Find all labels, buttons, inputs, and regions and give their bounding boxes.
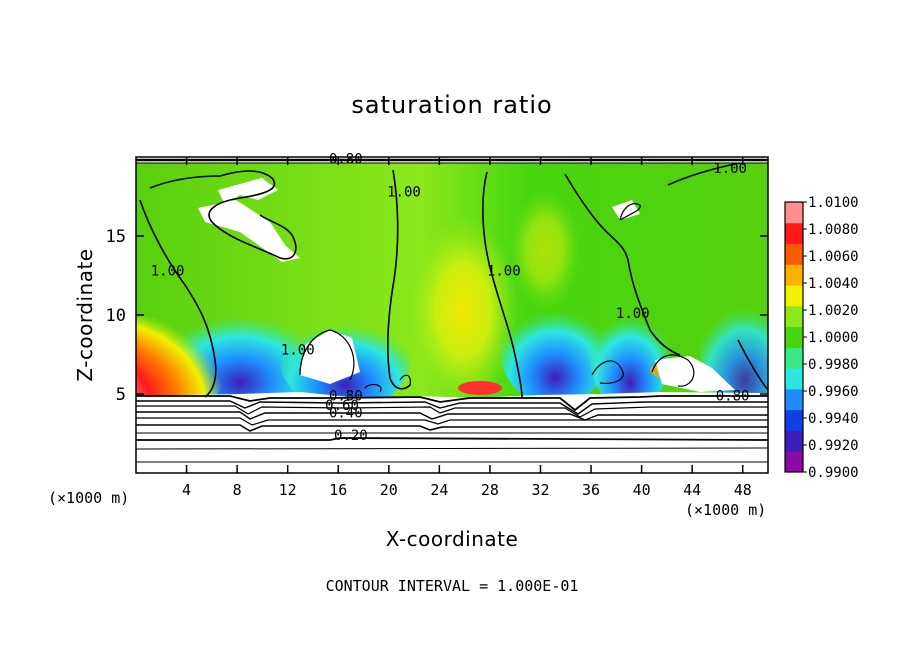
contour-label: 0.80 [329, 151, 363, 167]
contour-label: 1.00 [151, 264, 185, 280]
contour-labels: 0.801.001.001.001.001.000.800.600.400.20… [151, 151, 750, 444]
colorbar-segment [785, 264, 803, 286]
x-tick-label: 32 [531, 481, 549, 499]
colorbar-segment [785, 326, 803, 348]
colorbar-segment [785, 451, 803, 473]
x-tick-label: 44 [683, 481, 701, 499]
x-tick-label: 28 [481, 481, 499, 499]
contour-label: 1.00 [387, 185, 421, 201]
y-axis-ticks: 5 10 15 [106, 227, 768, 405]
y-tick-label: 10 [106, 306, 126, 326]
colorbar-label: 0.9940 [808, 411, 859, 427]
colorbar-segment [785, 368, 803, 390]
x-tick-label: 20 [380, 481, 398, 499]
contour-interval-note: CONTOUR INTERVAL = 1.000E-01 [326, 577, 579, 595]
heatmap-field [136, 157, 768, 473]
colorbar-segment [785, 409, 803, 431]
colorbar-label: 1.0060 [808, 249, 859, 265]
colorbar-label: 1.0080 [808, 222, 859, 238]
contour-label: 1.00 [281, 343, 315, 359]
contour-label: 0.60 [325, 398, 359, 414]
x-tick-label: 24 [430, 481, 448, 499]
colorbar-label: 0.9920 [808, 438, 859, 454]
colorbar-segment [785, 202, 803, 224]
contour-label: 0.20 [334, 428, 368, 444]
colorbar-segment [785, 305, 803, 328]
contour-label: 0.80 [329, 388, 363, 404]
stratified-contours [135, 158, 769, 463]
colorbar-label: 1.0020 [808, 303, 859, 319]
x-axis-ticks: 4 8 12 16 20 24 28 32 36 40 44 48 [182, 157, 752, 499]
x-tick-label: 12 [279, 481, 297, 499]
contour-lines [139, 162, 769, 399]
x-units-left: (×1000 m) [48, 489, 129, 507]
y-tick-label: 15 [106, 227, 126, 247]
x-tick-label: 40 [633, 481, 651, 499]
x-tick-label: 48 [734, 481, 752, 499]
colorbar-segment [785, 388, 803, 411]
colorbar: 1.0100 1.0080 1.0060 1.0040 1.0020 1.0000 0.99… [784, 195, 859, 481]
contour-label: 1.00 [616, 306, 650, 322]
contour-label: 0.40 [329, 406, 363, 422]
y-axis-label: Z-coordinate [73, 248, 97, 381]
x-tick-label: 16 [329, 481, 347, 499]
colorbar-label: 0.9980 [808, 357, 859, 373]
x-tick-label: 8 [233, 481, 242, 499]
x-units-right: (×1000 m) [685, 501, 766, 519]
colorbar-segment [785, 222, 803, 245]
chart-title: saturation ratio [351, 91, 552, 119]
colorbar-label: 0.9960 [808, 384, 859, 400]
contour-label: 1.00 [713, 161, 747, 177]
contour-label: 0.80 [716, 388, 750, 404]
contour-label: 1.00 [487, 264, 521, 280]
colorbar-label: 1.0100 [808, 195, 859, 211]
colorbar-label: 1.0040 [808, 276, 859, 292]
x-axis-label: X-coordinate [386, 527, 519, 551]
colorbar-segment [785, 430, 803, 452]
x-tick-label: 36 [582, 481, 600, 499]
colorbar-segment [785, 285, 803, 307]
y-tick-label: 5 [116, 385, 126, 405]
colorbar-label: 1.0000 [808, 330, 859, 346]
colorbar-label: 0.9900 [808, 465, 859, 481]
colorbar-segment [785, 347, 803, 369]
x-tick-label: 4 [182, 481, 191, 499]
colorbar-segment [785, 243, 803, 265]
